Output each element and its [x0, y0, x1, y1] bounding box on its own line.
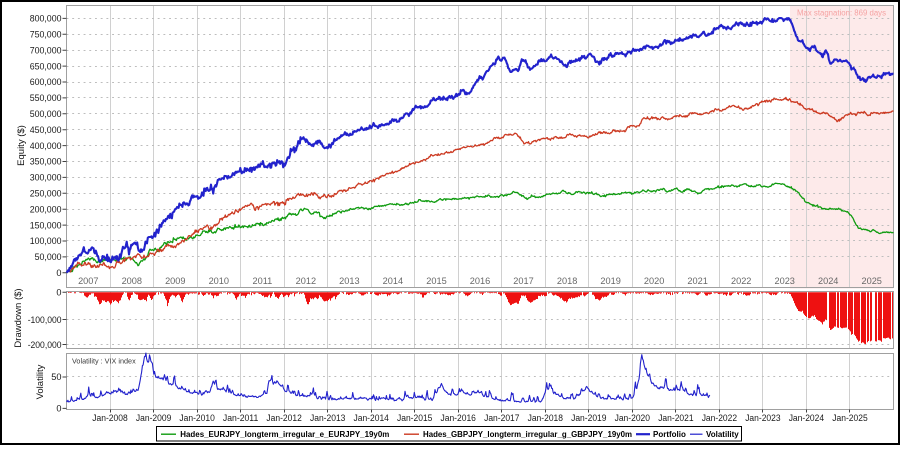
svg-text:Jan-2021: Jan-2021 — [658, 413, 693, 423]
svg-text:Hades_EURJPY_longterm_irregula: Hades_EURJPY_longterm_irregular_e_EURJPY… — [180, 430, 389, 439]
svg-text:2010: 2010 — [209, 276, 229, 286]
svg-text:Jan-2024: Jan-2024 — [789, 413, 824, 423]
svg-text:Jan-2019: Jan-2019 — [571, 413, 606, 423]
svg-text:700,000: 700,000 — [30, 45, 62, 55]
svg-text:650,000: 650,000 — [30, 61, 62, 71]
svg-text:100,000: 100,000 — [30, 236, 62, 246]
svg-text:Jan-2020: Jan-2020 — [615, 413, 650, 423]
svg-text:Hades_GBPJPY_longterm_irregula: Hades_GBPJPY_longterm_irregular_g_GBPJPY… — [423, 430, 632, 439]
svg-text:Jan-2023: Jan-2023 — [745, 413, 780, 423]
svg-text:2008: 2008 — [122, 276, 142, 286]
svg-text:50: 50 — [51, 372, 61, 382]
svg-text:Jan-2010: Jan-2010 — [179, 413, 214, 423]
svg-text:2019: 2019 — [600, 276, 620, 286]
svg-text:Jan-2012: Jan-2012 — [266, 413, 301, 423]
svg-text:0: 0 — [56, 404, 61, 414]
svg-text:Jan-2025: Jan-2025 — [832, 413, 867, 423]
svg-text:200,000: 200,000 — [30, 204, 62, 214]
svg-text:600,000: 600,000 — [30, 77, 62, 87]
svg-text:2025: 2025 — [861, 276, 881, 286]
svg-text:50,000: 50,000 — [35, 252, 62, 262]
svg-text:2024: 2024 — [818, 276, 838, 286]
svg-text:Jan-2008: Jan-2008 — [92, 413, 127, 423]
svg-text:2017: 2017 — [513, 276, 533, 286]
svg-text:2011: 2011 — [253, 276, 273, 286]
svg-text:250,000: 250,000 — [30, 189, 62, 199]
svg-text:500,000: 500,000 — [30, 109, 62, 119]
svg-text:750,000: 750,000 — [30, 30, 62, 40]
svg-text:2016: 2016 — [470, 276, 490, 286]
svg-text:Jan-2014: Jan-2014 — [354, 413, 389, 423]
svg-text:Equity ($): Equity ($) — [16, 125, 27, 166]
svg-text:Volatility : VIX index: Volatility : VIX index — [72, 359, 136, 366]
svg-text:2022: 2022 — [731, 276, 751, 286]
svg-text:Max stagnation: 869 days: Max stagnation: 869 days — [797, 9, 886, 18]
svg-text:550,000: 550,000 — [30, 93, 62, 103]
svg-text:400,000: 400,000 — [30, 141, 62, 151]
svg-text:Jan-2009: Jan-2009 — [136, 413, 171, 423]
svg-text:350,000: 350,000 — [30, 157, 62, 167]
svg-text:2007: 2007 — [78, 276, 98, 286]
svg-text:2018: 2018 — [557, 276, 577, 286]
svg-text:Portfolio: Portfolio — [653, 430, 686, 439]
svg-text:-100,000: -100,000 — [28, 315, 62, 325]
svg-text:2023: 2023 — [774, 276, 794, 286]
svg-text:2014: 2014 — [383, 276, 403, 286]
svg-text:150,000: 150,000 — [30, 220, 62, 230]
svg-text:800,000: 800,000 — [30, 14, 62, 24]
svg-text:2009: 2009 — [165, 276, 185, 286]
svg-text:0: 0 — [56, 288, 61, 298]
svg-text:2021: 2021 — [687, 276, 707, 286]
svg-text:Jan-2013: Jan-2013 — [310, 413, 345, 423]
svg-text:Jan-2017: Jan-2017 — [484, 413, 519, 423]
svg-text:Volatility: Volatility — [35, 364, 46, 399]
svg-text:2015: 2015 — [426, 276, 446, 286]
svg-text:Volatility: Volatility — [706, 430, 739, 439]
svg-text:0: 0 — [56, 268, 61, 278]
svg-text:2020: 2020 — [644, 276, 664, 286]
svg-text:2013: 2013 — [339, 276, 359, 286]
svg-text:Jan-2015: Jan-2015 — [397, 413, 432, 423]
svg-text:Jan-2016: Jan-2016 — [441, 413, 476, 423]
svg-text:2012: 2012 — [296, 276, 316, 286]
svg-text:Jan-2022: Jan-2022 — [702, 413, 737, 423]
svg-text:300,000: 300,000 — [30, 173, 62, 183]
svg-text:Jan-2011: Jan-2011 — [223, 413, 258, 423]
svg-text:Drawdown ($): Drawdown ($) — [13, 288, 24, 347]
svg-text:-200,000: -200,000 — [28, 340, 62, 350]
svg-text:450,000: 450,000 — [30, 125, 62, 135]
svg-text:Jan-2018: Jan-2018 — [528, 413, 563, 423]
